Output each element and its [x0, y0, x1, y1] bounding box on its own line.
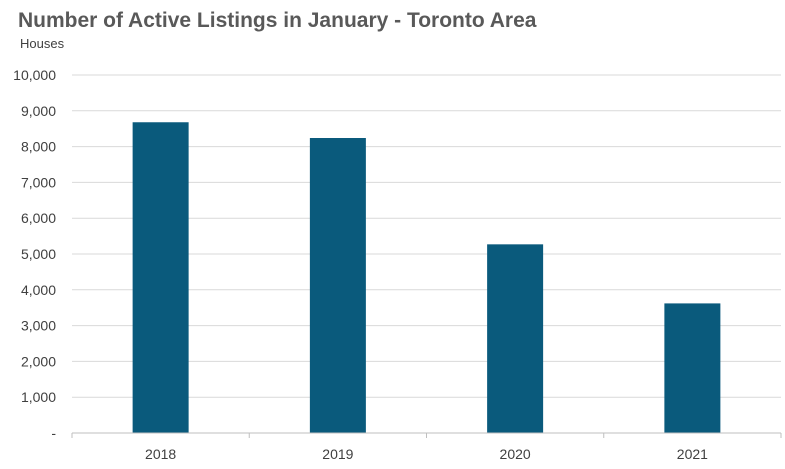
chart-subtitle: Houses — [20, 36, 65, 51]
x-tick-label: 2020 — [500, 446, 531, 462]
x-axis-tick-labels: 2018 2019 2020 2021 — [145, 446, 708, 462]
y-tick-label: 3,000 — [21, 318, 56, 334]
bar-2018 — [132, 122, 189, 434]
chart-title: Number of Active Listings in January - T… — [18, 9, 537, 32]
y-tick-label: 1,000 — [21, 389, 56, 405]
gridlines — [72, 74, 781, 398]
bar-2019 — [309, 138, 366, 433]
bars — [132, 122, 721, 434]
y-tick-label: 10,000 — [13, 67, 56, 83]
y-tick-label: - — [51, 425, 56, 441]
x-tick-label: 2018 — [145, 446, 176, 462]
bar-2021 — [664, 303, 721, 433]
y-tick-label: 9,000 — [21, 103, 56, 119]
y-tick-label: 6,000 — [21, 210, 56, 226]
x-tick-label: 2019 — [322, 446, 353, 462]
x-axis — [71, 432, 782, 438]
y-tick-label: 4,000 — [21, 282, 56, 298]
y-tick-label: 2,000 — [21, 353, 56, 369]
y-tick-label: 8,000 — [21, 139, 56, 155]
x-tick-label: 2021 — [677, 446, 708, 462]
bar-2020 — [487, 244, 544, 433]
y-tick-label: 5,000 — [21, 246, 56, 262]
y-axis-tick-labels: - 1,000 2,000 3,000 4,000 5,000 6,000 7,000 8,00… — [13, 67, 56, 441]
y-tick-label: 7,000 — [21, 174, 56, 190]
